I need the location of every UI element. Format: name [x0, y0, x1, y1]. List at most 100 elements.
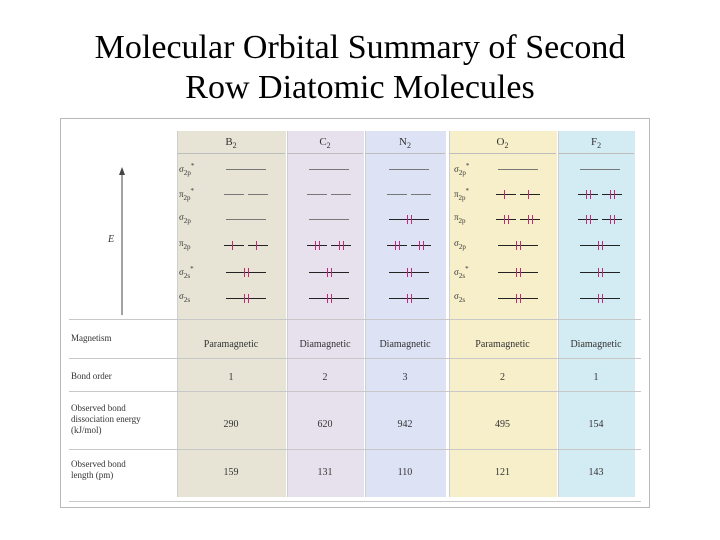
slide-title-line2: Row Diatomic Molecules	[185, 69, 535, 106]
property-value: Paramagnetic	[475, 339, 530, 350]
property-value: 620	[317, 419, 333, 430]
orbital-label: σ2s*	[179, 265, 194, 280]
energy-level-line	[389, 298, 429, 299]
orbital-label: σ2s	[454, 291, 466, 304]
table-divider	[69, 358, 641, 359]
property-value: Diamagnetic	[379, 339, 431, 350]
energy-level-line	[389, 169, 429, 170]
molecule-column-n	[365, 131, 446, 497]
energy-level-line	[497, 272, 538, 273]
orbital-label: π2p*	[179, 187, 195, 202]
table-divider	[69, 449, 641, 450]
energy-level-line	[331, 245, 351, 246]
energy-level-line	[248, 245, 268, 246]
property-label: Observed bond dissociation energy (kJ/mol)	[71, 403, 141, 436]
property-label-line: Magnetism	[71, 333, 112, 343]
electron-mark	[411, 215, 412, 224]
electron-mark	[590, 190, 591, 199]
molecule-column-f	[558, 131, 635, 497]
electron-mark	[519, 241, 521, 250]
energy-level-line	[226, 169, 266, 170]
electron-mark	[248, 294, 249, 303]
electron-mark	[503, 215, 505, 224]
electron-mark	[519, 268, 521, 277]
orbital-label: π2p	[454, 212, 466, 225]
property-label-line: length (pm)	[71, 470, 114, 480]
electron-mark	[507, 215, 509, 224]
energy-level-line	[224, 194, 244, 195]
property-value: 154	[588, 419, 604, 430]
electron-mark	[339, 241, 340, 250]
electron-mark	[407, 294, 408, 303]
orbital-label: σ2p*	[454, 162, 470, 177]
energy-level-line	[602, 194, 622, 195]
electron-mark	[407, 268, 408, 277]
energy-level-line	[226, 219, 266, 220]
molecule-symbol: N	[399, 136, 407, 148]
table-divider	[69, 501, 641, 502]
energy-level-line	[309, 169, 349, 170]
electron-mark	[610, 215, 611, 224]
energy-level-line	[411, 194, 431, 195]
electron-mark	[331, 294, 332, 303]
electron-mark	[419, 241, 420, 250]
molecule-column-o	[449, 131, 557, 497]
property-value: 495	[495, 419, 510, 430]
electron-mark	[343, 241, 344, 250]
electron-mark	[411, 294, 412, 303]
molecule-header: C2	[287, 131, 363, 154]
property-value: 110	[397, 467, 413, 478]
property-value: 2	[322, 372, 328, 383]
molecule-column-c	[287, 131, 364, 497]
energy-level-line	[411, 245, 431, 246]
electron-mark	[244, 294, 245, 303]
energy-level-line	[495, 194, 516, 195]
property-label: Magnetism	[71, 333, 112, 344]
electron-mark	[327, 294, 328, 303]
electron-mark	[515, 268, 517, 277]
table-divider	[69, 319, 641, 320]
property-value: 143	[588, 467, 604, 478]
molecule-symbol: O	[496, 136, 505, 148]
electron-mark	[411, 268, 412, 277]
energy-axis-arrow	[119, 167, 125, 315]
electron-mark	[519, 294, 521, 303]
energy-level-line	[387, 245, 407, 246]
property-label-line: Bond order	[71, 371, 112, 381]
property-label: Observed bond length (pm)	[71, 459, 126, 481]
electron-mark	[531, 215, 533, 224]
energy-level-line	[309, 298, 349, 299]
energy-level-line	[497, 245, 538, 246]
property-label-line: Observed bond	[71, 459, 126, 469]
energy-level-line	[331, 194, 351, 195]
molecule-symbol: B	[225, 136, 233, 148]
energy-level-line	[495, 219, 516, 220]
electron-mark	[598, 241, 599, 250]
electron-mark	[598, 268, 599, 277]
electron-mark	[610, 190, 611, 199]
electron-mark	[527, 190, 529, 199]
energy-level-line	[309, 272, 349, 273]
electron-mark	[515, 294, 517, 303]
energy-level-line	[519, 194, 540, 195]
molecule-header: N2	[365, 131, 445, 154]
energy-level-line	[389, 219, 429, 220]
electron-mark	[232, 241, 233, 250]
energy-level-line	[497, 169, 538, 170]
orbital-label: σ2s	[179, 291, 191, 304]
molecule-subscript: 2	[597, 141, 602, 151]
property-label-line: dissociation energy	[71, 414, 141, 424]
electron-mark	[395, 241, 396, 250]
property-value: 3	[402, 372, 408, 383]
energy-axis-label: E	[108, 234, 115, 245]
property-value: 942	[397, 419, 413, 430]
molecule-header: B2	[177, 131, 285, 154]
electron-mark	[602, 241, 603, 250]
electron-mark	[527, 215, 529, 224]
table-divider	[69, 391, 641, 392]
orbital-label: σ2s*	[454, 265, 469, 280]
electron-mark	[244, 268, 245, 277]
property-value: 1	[228, 372, 234, 383]
molecule-header: F2	[558, 131, 634, 154]
property-value: Diamagnetic	[570, 339, 622, 350]
